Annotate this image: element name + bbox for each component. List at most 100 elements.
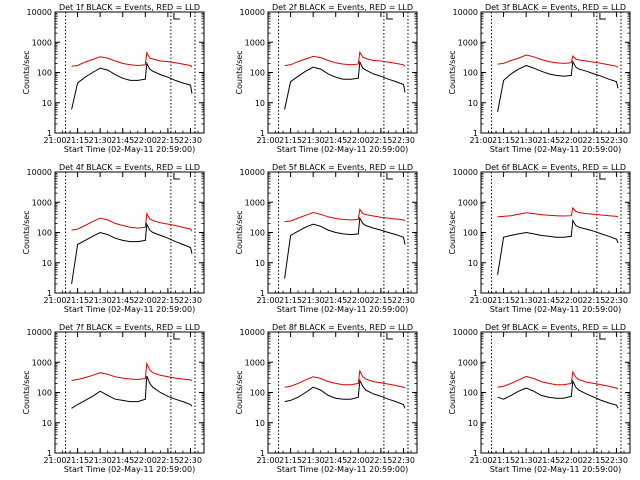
x-tick-label: 21:15 <box>492 136 515 145</box>
plot-frame <box>54 11 205 134</box>
y-tick-label: 100 <box>463 69 478 78</box>
x-tick-label: 22:00 <box>134 456 157 465</box>
x-tick-label: 22:15 <box>369 296 392 305</box>
y-axis-label: Counts/sec <box>448 370 457 414</box>
y-tick-label: 1000 <box>245 358 265 367</box>
y-tick-label: 1 <box>260 449 265 458</box>
x-tick-label: 22:15 <box>582 136 605 145</box>
y-tick-label: 10000 <box>27 8 52 17</box>
events-line <box>284 60 406 110</box>
x-tick-label: 22:15 <box>582 456 605 465</box>
y-tick-label: 1000 <box>458 358 478 367</box>
y-tick-label: 1 <box>47 129 52 138</box>
x-tick-label: 21:15 <box>492 296 515 305</box>
x-tick-label: 21:30 <box>89 456 112 465</box>
x-tick-label: 22:15 <box>156 296 179 305</box>
y-tick-label: 10000 <box>453 328 478 337</box>
y-tick-label: 10 <box>42 99 52 108</box>
x-tick-label: 21:45 <box>111 136 134 145</box>
x-tick-label: 21:30 <box>302 456 325 465</box>
x-axis-label: Start Time (02-May-11 20:59:00) <box>277 145 408 154</box>
x-tick-label: 21:45 <box>324 136 347 145</box>
y-tick-label: 1000 <box>32 38 52 47</box>
plot-title: Det 3f BLACK = Events, RED = LLD <box>485 3 626 12</box>
events-line <box>497 59 619 112</box>
x-axis-label: Start Time (02-May-11 20:59:00) <box>64 305 195 314</box>
y-axis-label: Counts/sec <box>235 370 244 414</box>
plot-title: Det 4f BLACK = Events, RED = LLD <box>59 163 200 172</box>
y-axis-label: Counts/sec <box>448 50 457 94</box>
y-tick-label: 1 <box>473 129 478 138</box>
x-tick-label: 21:15 <box>279 296 302 305</box>
y-axis-label: Counts/sec <box>22 370 31 414</box>
corner-marker <box>386 173 393 180</box>
y-tick-label: 10000 <box>240 8 265 17</box>
events-line <box>71 375 193 409</box>
x-tick-label: 21:30 <box>89 296 112 305</box>
y-axis-label: Counts/sec <box>22 210 31 254</box>
y-tick-label: 100 <box>250 229 265 238</box>
y-tick-label: 100 <box>463 229 478 238</box>
x-axis-label: Start Time (02-May-11 20:59:00) <box>490 145 621 154</box>
y-tick-label: 1 <box>260 289 265 298</box>
x-tick-label: 21:00 <box>469 296 492 305</box>
plot-title: Det 6f BLACK = Events, RED = LLD <box>485 163 626 172</box>
x-tick-label: 21:45 <box>537 136 560 145</box>
x-tick-label: 21:45 <box>324 456 347 465</box>
x-tick-label: 21:45 <box>537 296 560 305</box>
lld-line <box>497 54 619 68</box>
x-tick-label: 22:00 <box>560 456 583 465</box>
y-tick-label: 1000 <box>458 38 478 47</box>
y-axis-label: Counts/sec <box>235 210 244 254</box>
plot-frame <box>267 11 418 134</box>
corner-marker <box>173 333 180 340</box>
plot-frame <box>480 11 631 134</box>
x-tick-label: 22:00 <box>347 296 370 305</box>
y-tick-label: 10 <box>42 259 52 268</box>
x-tick-label: 22:30 <box>392 296 415 305</box>
x-tick-label: 21:00 <box>43 296 66 305</box>
lld-line <box>284 50 406 67</box>
y-tick-label: 10 <box>255 419 265 428</box>
x-tick-label: 21:00 <box>256 456 279 465</box>
plot-title: Det 2f BLACK = Events, RED = LLD <box>272 3 413 12</box>
x-tick-label: 21:15 <box>66 456 89 465</box>
x-tick-label: 21:00 <box>256 296 279 305</box>
plot-title: Det 7f BLACK = Events, RED = LLD <box>59 323 200 332</box>
x-axis-label: Start Time (02-May-11 20:59:00) <box>277 465 408 474</box>
events-line <box>284 378 406 409</box>
y-tick-label: 1 <box>260 129 265 138</box>
y-axis-label: Counts/sec <box>235 50 244 94</box>
x-axis-label: Start Time (02-May-11 20:59:00) <box>490 465 621 474</box>
corner-marker <box>599 13 606 20</box>
corner-marker <box>386 333 393 340</box>
plot-frame <box>54 171 205 294</box>
x-tick-label: 21:15 <box>492 456 515 465</box>
x-tick-label: 22:30 <box>179 136 202 145</box>
x-tick-label: 21:30 <box>515 136 538 145</box>
x-tick-label: 21:30 <box>302 136 325 145</box>
y-tick-label: 10000 <box>453 168 478 177</box>
x-tick-label: 21:30 <box>89 136 112 145</box>
events-line <box>71 222 193 284</box>
y-tick-label: 10000 <box>240 168 265 177</box>
x-axis-label: Start Time (02-May-11 20:59:00) <box>277 305 408 314</box>
events-line <box>497 218 619 275</box>
x-tick-label: 22:30 <box>392 136 415 145</box>
x-tick-label: 21:00 <box>43 456 66 465</box>
y-axis-label: Counts/sec <box>22 50 31 94</box>
lld-line <box>497 206 619 218</box>
corner-marker <box>173 173 180 180</box>
x-tick-label: 22:30 <box>605 456 628 465</box>
x-tick-label: 21:15 <box>66 136 89 145</box>
x-tick-label: 21:00 <box>43 136 66 145</box>
y-tick-label: 100 <box>37 69 52 78</box>
y-tick-label: 1000 <box>32 198 52 207</box>
y-tick-label: 10000 <box>453 8 478 17</box>
plot-frame <box>54 331 205 454</box>
x-tick-label: 22:30 <box>179 296 202 305</box>
y-tick-label: 10 <box>468 259 478 268</box>
x-tick-label: 21:00 <box>469 136 492 145</box>
x-tick-label: 21:45 <box>537 456 560 465</box>
